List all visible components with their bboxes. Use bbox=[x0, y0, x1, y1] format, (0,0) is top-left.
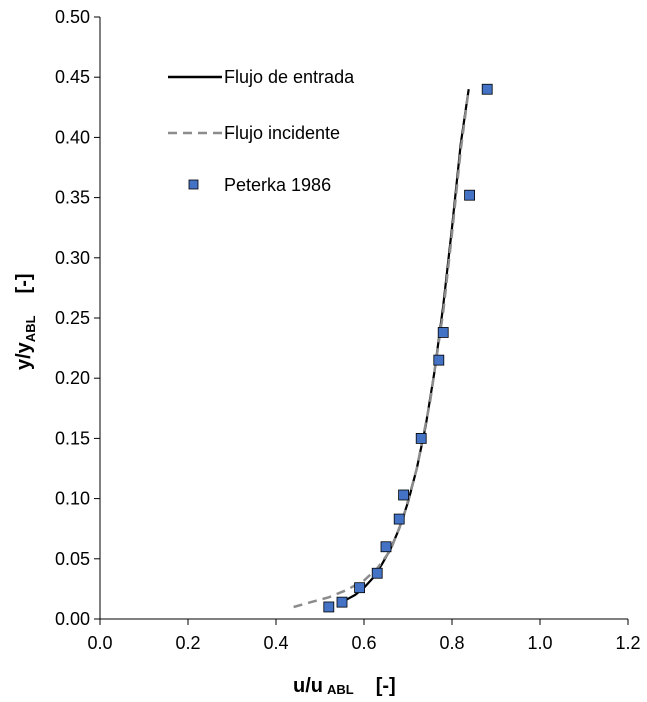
x-axis-title-unit: [-] bbox=[376, 675, 396, 697]
legend-label-peterka-1986: Peterka 1986 bbox=[224, 175, 331, 195]
x-axis-title-sub: ABL bbox=[327, 682, 354, 697]
x-axis-title: u/u ABL [-] bbox=[293, 675, 396, 697]
y-tick-label: 0.10 bbox=[55, 489, 90, 509]
data-point-peterka-1986 bbox=[464, 189, 476, 201]
series-layer bbox=[293, 83, 493, 613]
data-point-peterka-1986 bbox=[437, 327, 449, 338]
y-axis-title-sub: ABL bbox=[23, 315, 38, 342]
data-point-peterka-1986 bbox=[415, 432, 427, 444]
data-point-peterka-1986 bbox=[380, 541, 392, 553]
x-tick-label: 0.0 bbox=[87, 633, 112, 653]
y-axis-title-unit: [-] bbox=[13, 273, 35, 293]
legend-label-flujo-de-entrada: Flujo de entrada bbox=[224, 67, 355, 87]
y-tick-label: 0.35 bbox=[55, 188, 90, 208]
x-tick-label: 0.8 bbox=[439, 633, 464, 653]
legend: Flujo de entrada Flujo incidente Peterka… bbox=[168, 67, 355, 195]
data-point-peterka-1986 bbox=[481, 83, 493, 95]
data-point-peterka-1986 bbox=[323, 601, 335, 613]
y-tick-label: 0.25 bbox=[55, 308, 90, 328]
x-tick-label: 0.2 bbox=[175, 633, 200, 653]
data-point-peterka-1986 bbox=[371, 567, 383, 579]
x-tick-label: 0.4 bbox=[263, 633, 288, 653]
data-point-peterka-1986 bbox=[393, 513, 405, 525]
y-tick-label: 0.50 bbox=[55, 7, 90, 27]
data-point-peterka-1986 bbox=[336, 596, 348, 608]
x-tick-label: 1.0 bbox=[527, 633, 552, 653]
y-tick-label: 0.40 bbox=[55, 127, 90, 147]
y-tick-label: 0.05 bbox=[55, 549, 90, 569]
y-axis-title: y/yABL [-] bbox=[13, 273, 38, 370]
y-tick-label: 0.20 bbox=[55, 368, 90, 388]
y-ticks: 0.00 0.05 0.10 0.15 0.20 0.25 0.30 0.35 0.40 0.45… bbox=[55, 7, 100, 629]
y-tick-label: 0.30 bbox=[55, 248, 90, 268]
data-point-peterka-1986 bbox=[398, 489, 410, 501]
y-tick-label: 0.00 bbox=[55, 609, 90, 629]
series-line-flujo-incidente bbox=[293, 89, 470, 609]
x-tick-label: 1.2 bbox=[615, 633, 640, 653]
x-tick-label: 0.6 bbox=[351, 633, 376, 653]
data-point-peterka-1986 bbox=[433, 354, 445, 366]
y-tick-label: 0.45 bbox=[55, 67, 90, 87]
plot-area: 0.00 0.05 0.10 0.15 0.20 0.25 0.30 0.35 0.40 0.45… bbox=[55, 7, 641, 653]
legend-marker-peterka-1986 bbox=[188, 179, 199, 190]
x-axis-title-main: u/u bbox=[293, 675, 323, 697]
series-line-flujo-de-entrada bbox=[339, 89, 470, 606]
legend-label-flujo-incidente: Flujo incidente bbox=[224, 123, 340, 143]
x-ticks: 0.0 0.2 0.4 0.6 0.8 1.0 1.2 bbox=[87, 619, 641, 653]
y-axis-title-main: y/y bbox=[13, 341, 35, 370]
y-tick-label: 0.15 bbox=[55, 428, 90, 448]
data-point-peterka-1986 bbox=[354, 582, 366, 594]
